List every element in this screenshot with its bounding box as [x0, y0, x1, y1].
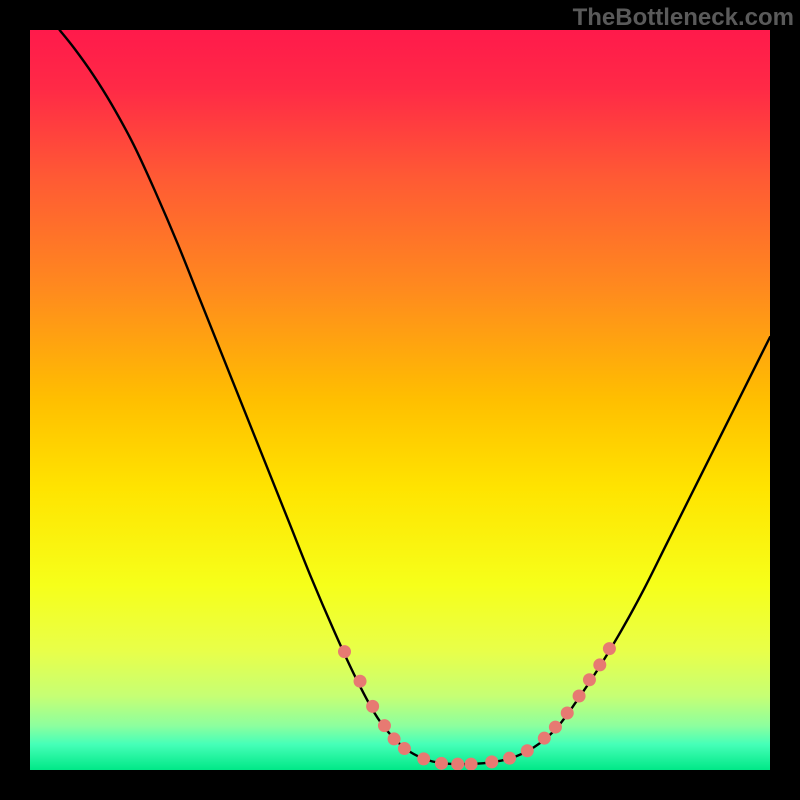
data-point [388, 732, 401, 745]
watermark-text: TheBottleneck.com [573, 4, 794, 32]
data-point [593, 658, 606, 671]
data-point [573, 690, 586, 703]
gradient-background [30, 30, 770, 770]
data-point [549, 721, 562, 734]
data-point [435, 757, 448, 770]
data-point [378, 719, 391, 732]
data-point [366, 700, 379, 713]
data-point [398, 742, 411, 755]
data-point [338, 645, 351, 658]
data-point [603, 642, 616, 655]
data-point [465, 758, 478, 770]
plot-svg [30, 30, 770, 770]
data-point [538, 732, 551, 745]
data-point [583, 673, 596, 686]
data-point [561, 707, 574, 720]
data-point [451, 758, 464, 770]
data-point [485, 755, 498, 768]
data-point [354, 675, 367, 688]
data-point [521, 744, 534, 757]
plot-area [30, 30, 770, 770]
data-point [417, 752, 430, 765]
data-point [503, 752, 516, 765]
